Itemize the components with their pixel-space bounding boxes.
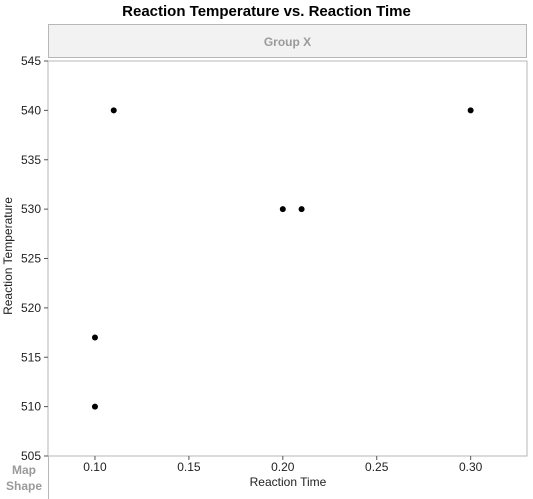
data-point[interactable] bbox=[91, 334, 98, 341]
y-tick-label: 505 bbox=[21, 449, 41, 463]
data-points bbox=[91, 107, 474, 410]
y-tick-label: 525 bbox=[21, 252, 41, 266]
x-tick-label: 0.15 bbox=[177, 460, 201, 474]
x-tick-label: 0.10 bbox=[83, 460, 107, 474]
bottom-divider bbox=[48, 456, 49, 499]
map-shape-label[interactable]: Map Shape bbox=[0, 462, 48, 494]
x-axis-title: Reaction Time bbox=[250, 475, 327, 489]
x-tick-label: 0.30 bbox=[459, 460, 483, 474]
y-axis-title: Reaction Temperature bbox=[1, 197, 15, 315]
y-tick-label: 510 bbox=[21, 400, 41, 414]
map-shape-text: Map Shape bbox=[5, 463, 42, 493]
y-tick-label: 535 bbox=[21, 153, 41, 167]
y-tick-label: 545 bbox=[21, 54, 41, 68]
y-tick-label: 540 bbox=[21, 103, 41, 117]
data-point[interactable] bbox=[110, 107, 117, 114]
data-point[interactable] bbox=[279, 206, 286, 213]
y-tick-label: 515 bbox=[21, 350, 41, 364]
plot-frame bbox=[47, 60, 528, 457]
y-tick-label: 520 bbox=[21, 301, 41, 315]
data-point[interactable] bbox=[298, 206, 305, 213]
x-tick-label: 0.20 bbox=[271, 460, 295, 474]
y-axis: 505 510 515 520 525 530 535 540 545 bbox=[21, 54, 48, 463]
x-axis: 0.10 0.15 0.20 0.25 0.30 bbox=[83, 456, 483, 474]
group-header[interactable]: Group X bbox=[48, 24, 527, 58]
chart-title: Reaction Temperature vs. Reaction Time bbox=[122, 3, 411, 20]
y-tick-label: 530 bbox=[21, 202, 41, 216]
group-label: Group X bbox=[263, 35, 312, 49]
x-tick-label: 0.25 bbox=[365, 460, 389, 474]
data-point[interactable] bbox=[91, 403, 98, 410]
data-point[interactable] bbox=[467, 107, 474, 114]
